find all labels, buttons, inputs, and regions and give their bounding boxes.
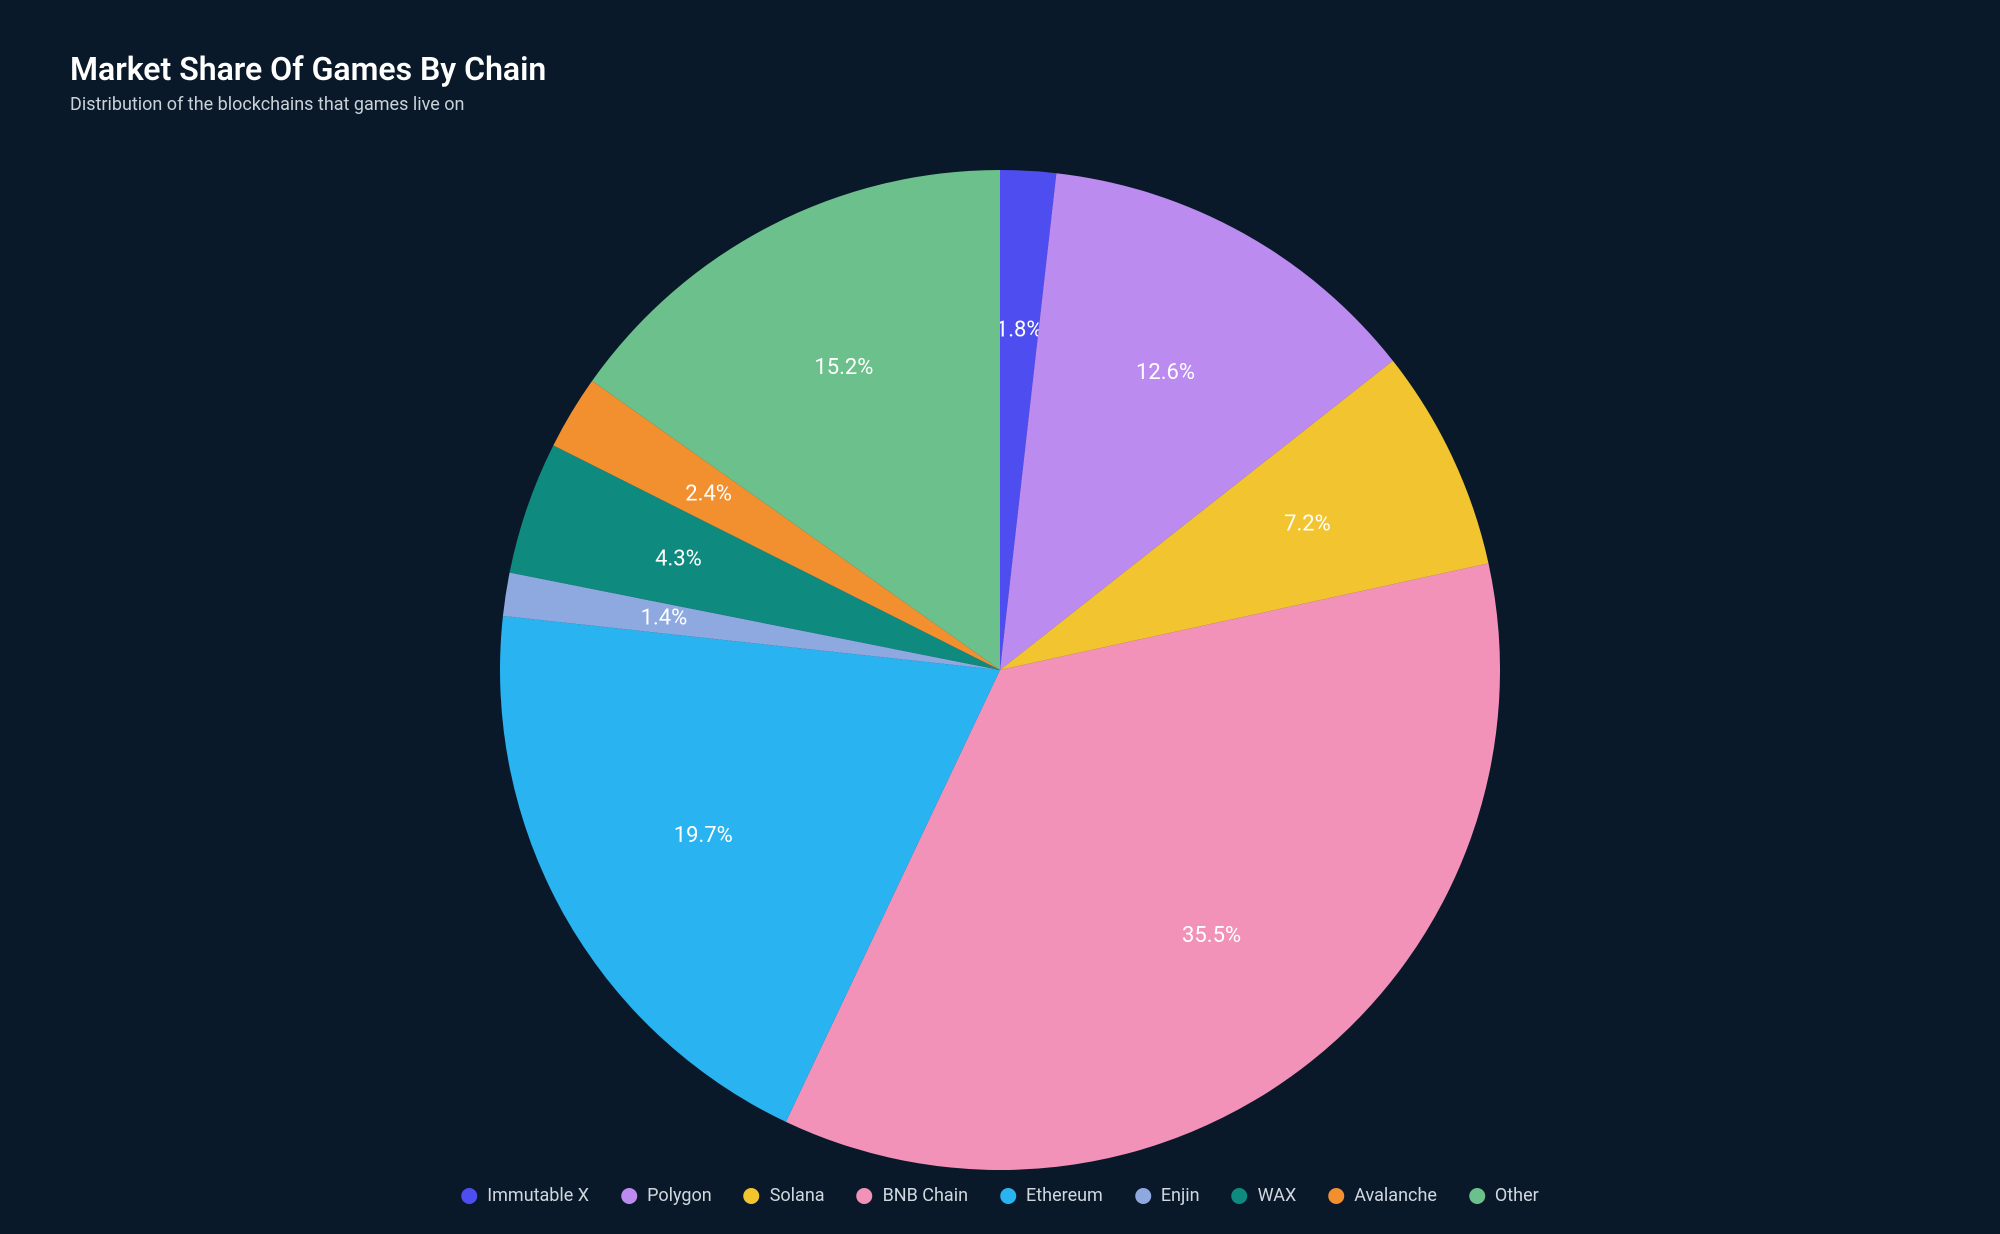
legend-swatch xyxy=(1232,1188,1248,1204)
chart-header: Market Share Of Games By Chain Distribut… xyxy=(70,50,546,115)
legend-item[interactable]: Other xyxy=(1469,1185,1539,1206)
legend-swatch xyxy=(1328,1188,1344,1204)
legend-swatch xyxy=(857,1188,873,1204)
pie-slice-label: 2.4% xyxy=(685,482,732,507)
legend-swatch xyxy=(744,1188,760,1204)
pie-slice-label: 15.2% xyxy=(814,355,873,380)
legend-swatch xyxy=(1000,1188,1016,1204)
chart-container: Market Share Of Games By Chain Distribut… xyxy=(0,0,2000,1234)
legend: Immutable X Polygon Solana BNB Chain Ethereu… xyxy=(461,1185,1539,1206)
pie-chart: 1.8% 12.6% 7.2% 35.5% 19.7% 1.4% 4.3% 2.4% 15.2% xyxy=(500,170,1500,1170)
legend-item[interactable]: WAX xyxy=(1232,1185,1297,1206)
legend-label: Solana xyxy=(770,1185,825,1206)
pie-slice-label: 12.6% xyxy=(1136,360,1195,385)
legend-label: Enjin xyxy=(1161,1185,1200,1206)
legend-item[interactable]: Immutable X xyxy=(461,1185,589,1206)
chart-subtitle: Distribution of the blockchains that gam… xyxy=(70,94,546,115)
legend-label: Immutable X xyxy=(487,1185,589,1206)
legend-label: WAX xyxy=(1258,1185,1297,1206)
pie-slice-label: 1.8% xyxy=(996,317,1043,342)
legend-item[interactable]: BNB Chain xyxy=(857,1185,968,1206)
legend-swatch xyxy=(1469,1188,1485,1204)
pie-slice-label: 19.7% xyxy=(674,823,733,848)
pie-slice-label: 4.3% xyxy=(655,546,702,571)
legend-item[interactable]: Polygon xyxy=(621,1185,712,1206)
legend-label: BNB Chain xyxy=(883,1185,968,1206)
legend-label: Other xyxy=(1495,1185,1539,1206)
legend-label: Ethereum xyxy=(1026,1185,1103,1206)
legend-item[interactable]: Avalanche xyxy=(1328,1185,1437,1206)
legend-swatch xyxy=(621,1188,637,1204)
legend-swatch xyxy=(1135,1188,1151,1204)
pie-svg: 1.8% 12.6% 7.2% 35.5% 19.7% 1.4% 4.3% 2.4% 15.2% xyxy=(500,170,1500,1170)
chart-title: Market Share Of Games By Chain xyxy=(70,50,546,88)
legend-item[interactable]: Ethereum xyxy=(1000,1185,1103,1206)
legend-item[interactable]: Enjin xyxy=(1135,1185,1200,1206)
pie-slice-label: 1.4% xyxy=(641,605,688,630)
legend-label: Polygon xyxy=(647,1185,712,1206)
pie-slice-label: 35.5% xyxy=(1182,923,1241,948)
legend-swatch xyxy=(461,1188,477,1204)
legend-label: Avalanche xyxy=(1354,1185,1437,1206)
pie-slice-label: 7.2% xyxy=(1284,512,1331,537)
legend-item[interactable]: Solana xyxy=(744,1185,825,1206)
